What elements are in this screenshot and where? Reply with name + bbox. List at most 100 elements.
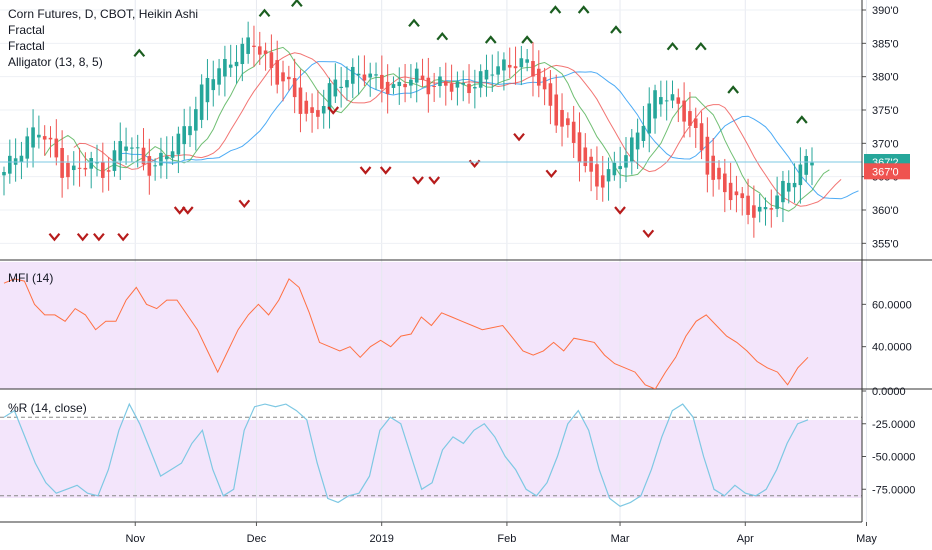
candle-body [490, 74, 495, 76]
candle-body [362, 74, 367, 81]
candle-body [513, 66, 518, 69]
candle-body [71, 165, 76, 171]
candle-body [130, 147, 134, 149]
price-tick-label: 375'0 [872, 105, 899, 117]
candle-body [612, 162, 617, 176]
fractal-down-marker [238, 199, 251, 209]
williams-r-legend[interactable]: %R (14, close) [8, 401, 87, 415]
candle-body [560, 110, 564, 127]
candle-body [600, 175, 605, 188]
candle-body [723, 173, 727, 193]
candle-body [83, 167, 88, 170]
price-tag-text: 367'0 [872, 166, 899, 178]
mfi-tick-label: 60.0000 [872, 299, 912, 311]
candle-body [804, 155, 808, 175]
candle-body [240, 43, 245, 65]
wr-tick-label: -25.0000 [872, 419, 915, 431]
time-tick-label: Nov [125, 533, 145, 545]
candle-body [728, 182, 733, 201]
wr-tick-label: -75.0000 [872, 484, 915, 496]
candle-body [798, 164, 803, 186]
candle-body [629, 137, 634, 162]
alligator-legend[interactable]: Alligator (13, 8, 5) [8, 55, 103, 69]
candle-body [281, 72, 285, 82]
candle-body [571, 121, 576, 143]
candle-body [426, 77, 431, 95]
candle-body [345, 80, 349, 88]
candle-body [164, 156, 169, 160]
candle-body [223, 58, 227, 77]
candle-body [339, 86, 343, 89]
candle-body [484, 69, 489, 80]
candle-body [420, 75, 425, 80]
candle-body [112, 150, 117, 171]
price-tick-label: 370'0 [872, 138, 899, 150]
candle-body [19, 155, 24, 162]
time-tick-label: Dec [247, 533, 267, 545]
candle-body [757, 206, 762, 212]
fractal-legend-1[interactable]: Fractal [8, 23, 45, 37]
candle-body [298, 87, 303, 114]
candle-body [269, 52, 274, 68]
price-tick-label: 380'0 [872, 72, 899, 84]
fractal-down-marker [379, 166, 392, 175]
wr-tick-label: 0.0000 [872, 386, 906, 398]
candle-body [664, 100, 669, 102]
alligator-jaw-line [120, 61, 859, 200]
candle-body [31, 127, 35, 148]
fractal-up-marker [694, 41, 707, 51]
candle-body [211, 79, 216, 91]
candle-body [8, 155, 12, 174]
candle-body [624, 155, 628, 168]
candle-body [775, 195, 779, 209]
candle-body [217, 68, 221, 85]
candle-body [327, 83, 332, 110]
price-tick-label: 390'0 [872, 5, 899, 17]
fractal-up-marker [795, 115, 808, 124]
candle-body [606, 169, 611, 182]
candle-body [89, 158, 93, 169]
candle-body [566, 118, 570, 126]
candle-body [618, 166, 622, 170]
candle-body [438, 76, 442, 87]
candle-body [374, 74, 378, 76]
candle-body [688, 111, 692, 126]
price-tick-label: 360'0 [872, 205, 899, 217]
time-tick-label: Apr [737, 533, 754, 545]
candle-body [525, 59, 529, 63]
candle-body [153, 165, 157, 167]
fractal-down-marker [76, 232, 89, 242]
candle-body [304, 100, 309, 114]
fractal-down-marker [181, 206, 194, 215]
candle-body [101, 162, 105, 178]
candle-body [333, 79, 338, 97]
fractal-down-marker [359, 166, 372, 175]
fractal-down-marker [513, 132, 525, 142]
mfi-legend[interactable]: MFI (14) [8, 271, 54, 285]
candle-body [350, 66, 355, 84]
candle-body [124, 146, 128, 151]
candle-body [135, 147, 140, 149]
candle-body [385, 81, 390, 94]
fractal-up-marker [484, 35, 497, 44]
fractal-up-marker [577, 5, 590, 14]
candle-body [670, 94, 675, 101]
candle-body [717, 167, 721, 180]
last-price-tag-1: 367'0 [864, 163, 910, 180]
candle-body [786, 182, 791, 192]
fractal-legend-2[interactable]: Fractal [8, 39, 45, 53]
candle-body [548, 83, 553, 106]
candle-body [246, 37, 250, 54]
candle-body [763, 207, 768, 210]
fractal-down-marker [642, 229, 655, 239]
candle-body [205, 77, 210, 103]
candle-body [252, 45, 256, 48]
candle-body [194, 109, 198, 131]
fractal-up-marker [666, 41, 679, 51]
fractal-up-marker [549, 5, 562, 14]
candle-body [380, 74, 384, 89]
candle-body [810, 162, 814, 166]
candle-body [2, 172, 6, 176]
symbol-title[interactable]: Corn Futures, D, CBOT, Heikin Ashi [8, 7, 199, 21]
